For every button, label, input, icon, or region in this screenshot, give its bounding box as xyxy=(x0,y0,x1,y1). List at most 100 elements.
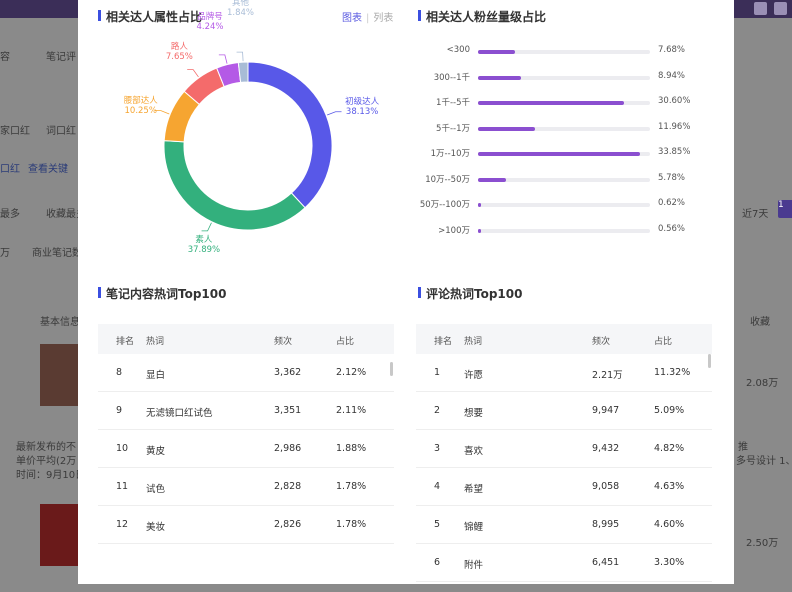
cell-word: 喜欢 xyxy=(464,446,484,457)
table-row[interactable]: 1 许愿 2.21万 11.32% xyxy=(416,354,712,392)
fan-bar-fill xyxy=(478,75,521,80)
bg-text: 时间：9月10日 xyxy=(16,470,86,481)
cell-freq: 2,828 xyxy=(274,481,302,492)
table-row[interactable]: 5 锦鲤 8,995 4.60% xyxy=(416,506,712,544)
section-title-fans: 相关达人粉丝量级占比 xyxy=(418,8,546,25)
comment-words-table: 排名 热词 频次 占比 1 许愿 2.21万 11.32% 2 想要 9,947 5.09% 3… xyxy=(416,324,712,584)
cell-rank: 6 xyxy=(434,557,441,568)
donut-leader-line xyxy=(187,69,199,78)
table-row[interactable]: 4 希望 9,058 4.63% xyxy=(416,468,712,506)
cell-ratio: 4.63% xyxy=(654,481,685,492)
cell-ratio: 3.30% xyxy=(654,557,685,568)
donut-slice[interactable] xyxy=(237,61,249,83)
cell-ratio: 11.32% xyxy=(654,367,691,378)
table-header: 排名 热词 频次 占比 xyxy=(416,324,712,354)
cell-word: 试色 xyxy=(146,484,166,495)
donut-label-name: 素人 xyxy=(195,234,213,245)
fan-bar-row: 1万--10万 33.85% xyxy=(418,147,708,161)
section-title-comment-words: 评论热词Top100 xyxy=(418,285,522,302)
cell-ratio: 4.82% xyxy=(654,443,685,454)
bg-tab-label: 1 xyxy=(778,200,784,210)
bg-text: 单价平均(2万 xyxy=(16,456,77,467)
table-row[interactable]: 10 黄皮 2,986 1.88% xyxy=(98,430,394,468)
cell-rank: 8 xyxy=(116,367,123,378)
cell-rank: 10 xyxy=(116,443,129,454)
col-freq: 频次 xyxy=(592,337,611,347)
bg-text: 收藏 xyxy=(750,317,770,328)
donut-label-name: 腰部达人 xyxy=(123,96,158,107)
table-row[interactable]: 9 无滤镜口红试色 3,351 2.11% xyxy=(98,392,394,430)
fan-bar-track xyxy=(478,203,650,207)
cell-word: 美妆 xyxy=(146,522,166,533)
attr-donut-chart xyxy=(154,51,342,232)
donut-leader-line xyxy=(218,54,228,64)
fan-bar-row: >100万 0.56% xyxy=(418,224,708,238)
thumbnail xyxy=(40,344,78,406)
bg-text: 容 xyxy=(0,52,10,63)
donut-slice[interactable] xyxy=(163,140,306,231)
bg-text: 家口红 xyxy=(0,126,30,137)
cell-rank: 11 xyxy=(116,481,129,492)
table-row[interactable]: 12 美妆 2,826 1.78% xyxy=(98,506,394,544)
fan-bar-value: 33.85% xyxy=(658,147,691,157)
donut-leader-line xyxy=(236,51,244,62)
bg-text: 2.50万 xyxy=(746,538,779,549)
table-row[interactable]: 8 显白 3,362 2.12% xyxy=(98,354,394,392)
fan-bar-track xyxy=(478,75,650,80)
cell-freq: 2,826 xyxy=(274,519,302,530)
section-title-attr: 相关达人属性占比 xyxy=(98,8,202,25)
col-rank: 排名 xyxy=(116,337,135,347)
cell-rank: 1 xyxy=(434,367,441,378)
table-header: 排名 热词 频次 占比 xyxy=(98,324,394,354)
view-toggle: 图表 | 列表 xyxy=(342,13,394,24)
fan-bar-fill xyxy=(478,101,625,105)
table-body[interactable]: 8 显白 3,362 2.12% 9 无滤镜口红试色 3,351 2.11% 10 黄皮 2,986… xyxy=(98,354,394,584)
cell-word: 许愿 xyxy=(464,370,484,381)
cell-freq: 8,995 xyxy=(592,519,620,530)
table-body[interactable]: 1 许愿 2.21万 11.32% 2 想要 9,947 5.09% 3 喜欢 9,432 4.82%… xyxy=(416,354,712,584)
cell-freq: 9,058 xyxy=(592,481,620,492)
bg-text: 最新发布的不 xyxy=(16,442,76,453)
fan-bar-fill xyxy=(478,152,640,156)
donut-leader-line xyxy=(327,111,342,116)
table-scrollbar[interactable] xyxy=(390,362,393,376)
fan-bar-fill xyxy=(478,126,536,131)
chart-view-button[interactable]: 图表 xyxy=(342,13,362,24)
cell-ratio: 1.78% xyxy=(336,481,367,492)
donut-label-value: 7.65% xyxy=(165,51,193,62)
table-row[interactable]: 6 附件 6,451 3.30% xyxy=(416,544,712,582)
cell-ratio: 2.11% xyxy=(336,405,367,416)
bg-text: 查看关键 xyxy=(28,164,68,175)
fan-bar-label: 5千--1万 xyxy=(436,123,470,134)
donut-label: 其他 1.84% xyxy=(218,0,262,18)
cell-ratio: 5.09% xyxy=(654,405,685,416)
table-row[interactable]: 11 试色 2,828 1.78% xyxy=(98,468,394,506)
donut-label-value: 37.89% xyxy=(187,244,221,255)
cell-freq: 2.21万 xyxy=(592,370,623,381)
fan-bar-label: 1万--10万 xyxy=(430,149,470,159)
table-row[interactable]: 2 想要 9,947 5.09% xyxy=(416,392,712,430)
cell-rank: 3 xyxy=(434,443,441,454)
col-ratio: 占比 xyxy=(654,337,673,347)
fan-bar-label: 50万--100万 xyxy=(419,200,470,210)
donut-slice[interactable] xyxy=(247,61,333,209)
donut-label-value: 10.25% xyxy=(124,106,157,117)
cell-word: 希望 xyxy=(464,484,484,495)
fan-bar-fill xyxy=(478,228,481,233)
donut-label-name: 路人 xyxy=(170,41,188,52)
cell-freq: 3,362 xyxy=(274,367,302,378)
fan-bar-label: 1千--5千 xyxy=(436,98,470,108)
bg-text: 商业笔记数 xyxy=(32,248,82,259)
donut-label-name: 其他 xyxy=(231,0,249,9)
col-word: 热词 xyxy=(146,337,165,347)
bg-text: 最多 xyxy=(0,209,20,220)
table-row[interactable]: 3 喜欢 9,432 4.82% xyxy=(416,430,712,468)
col-ratio: 占比 xyxy=(336,337,355,347)
cell-ratio: 2.12% xyxy=(336,367,367,378)
table-scrollbar[interactable] xyxy=(708,354,711,368)
fan-bar-label: >100万 xyxy=(438,225,470,236)
fan-bar-track xyxy=(478,152,650,156)
donut-label: 品牌号 4.24% xyxy=(188,12,232,32)
list-view-button[interactable]: 列表 xyxy=(373,13,394,24)
fan-bar-row: 1千--5千 30.60% xyxy=(418,96,708,110)
